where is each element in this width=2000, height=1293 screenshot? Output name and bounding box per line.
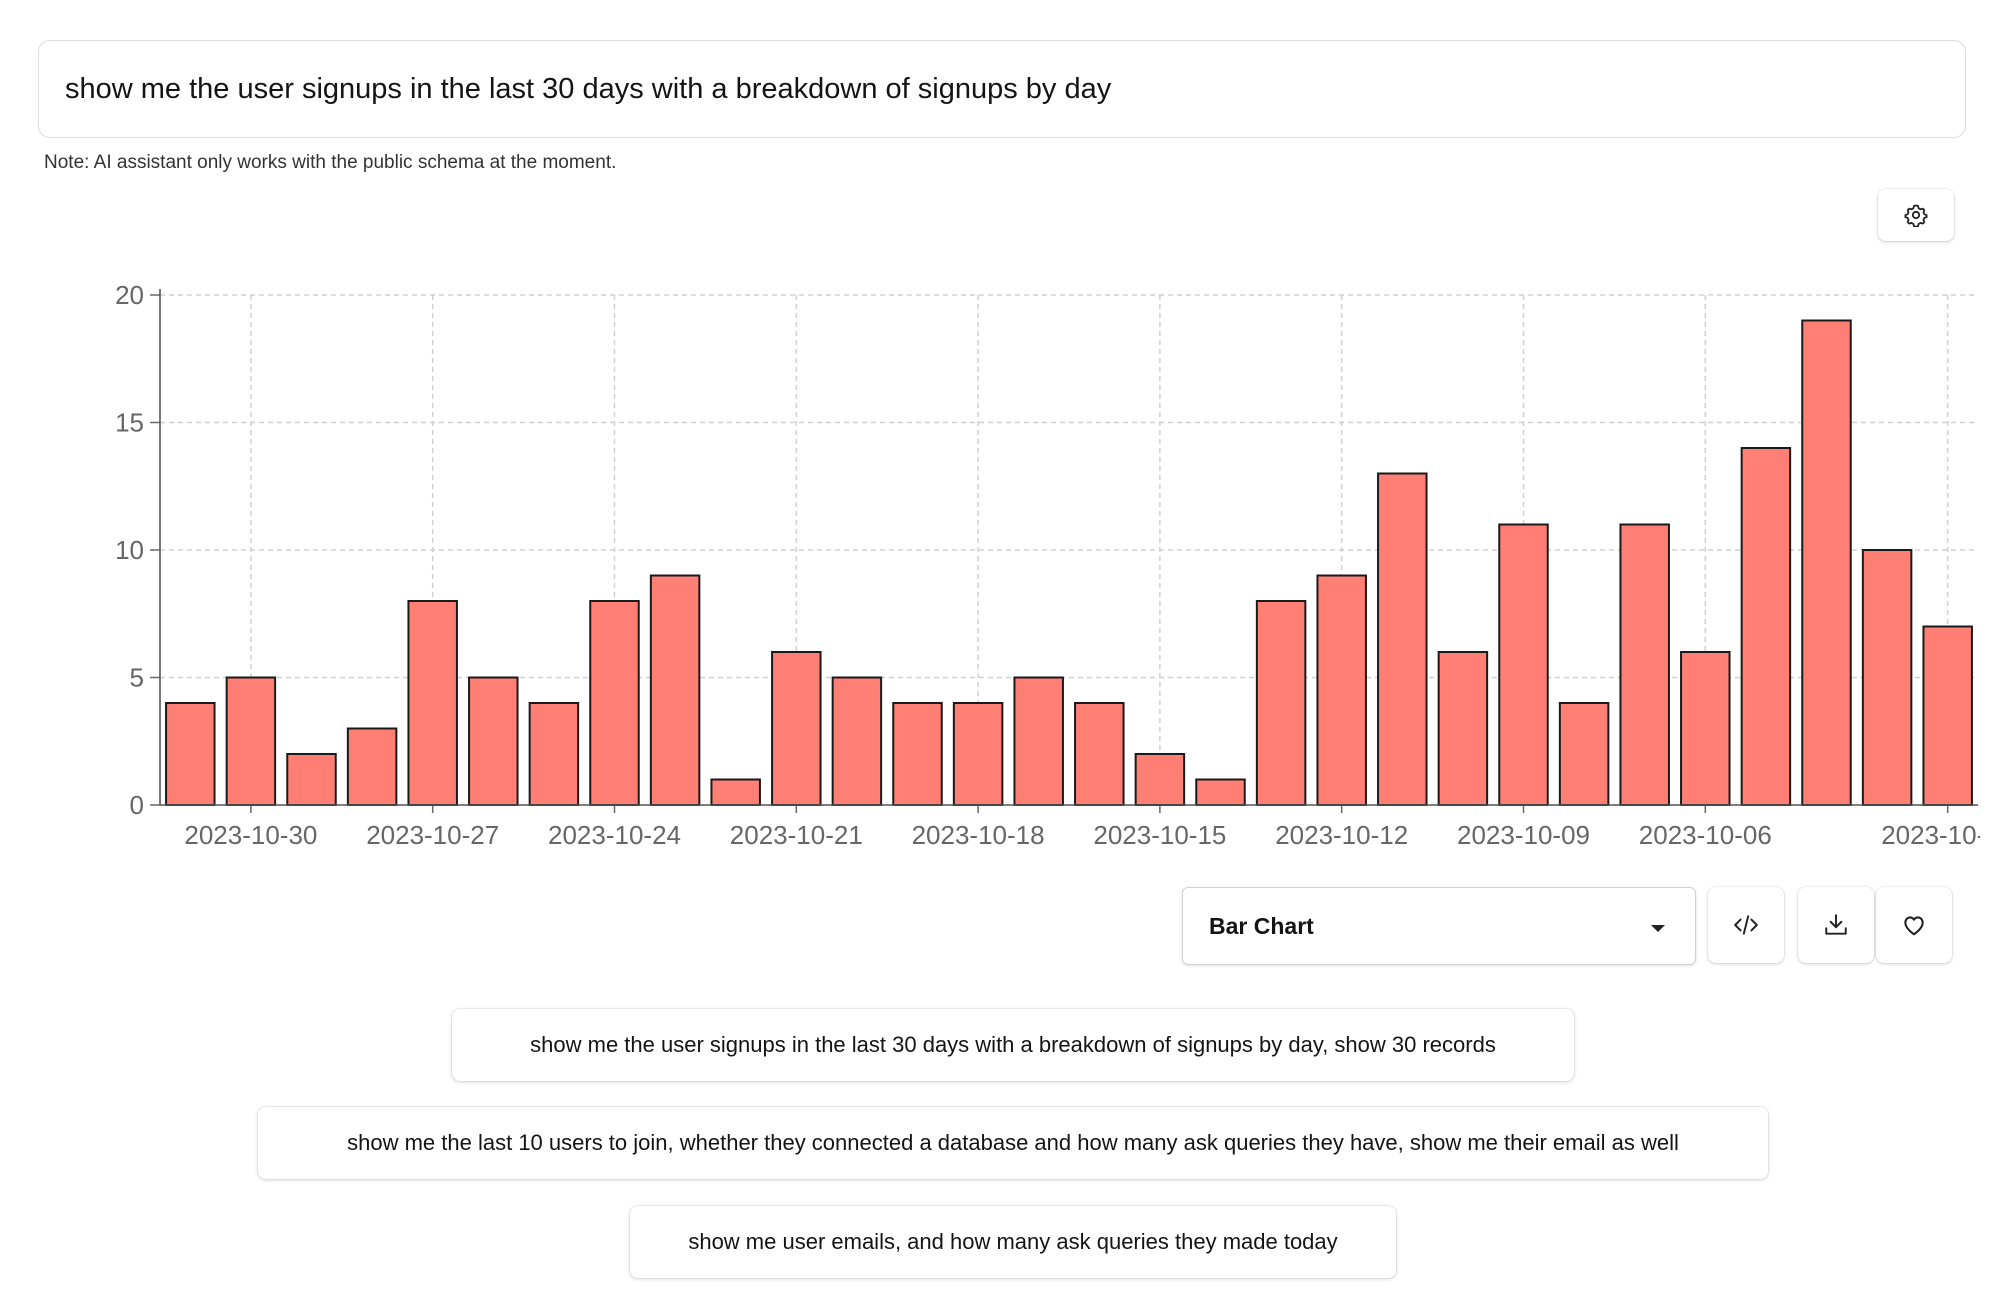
code-icon [1734, 915, 1758, 935]
y-tick-label: 5 [130, 663, 144, 693]
x-tick-label: 2023-10-30 [184, 820, 317, 850]
bar-2023-10-04 [1801, 319, 1852, 806]
x-tick-label: 2023-10-18 [912, 820, 1045, 850]
bar-2023-10-03 [1861, 549, 1913, 806]
bar-2023-10-31 [165, 702, 216, 806]
query-input[interactable]: show me the user signups in the last 30 … [38, 40, 1966, 138]
bar-2023-10-27 [407, 600, 458, 806]
y-tick-label: 15 [115, 408, 144, 438]
bar-2023-10-24 [589, 600, 640, 806]
y-tick-label: 0 [130, 790, 144, 820]
download-button[interactable] [1798, 887, 1874, 963]
chart-type-value: Bar Chart [1209, 912, 1314, 939]
bar-2023-10-13 [1255, 600, 1307, 806]
bar-2023-10-23 [649, 574, 701, 806]
suggestion-chip[interactable]: show me user emails, and how many ask qu… [630, 1206, 1396, 1278]
bar-2023-10-10 [1437, 651, 1489, 806]
heart-icon [1904, 916, 1924, 936]
bar-2023-10-29 [286, 753, 337, 806]
download-icon [1825, 914, 1847, 935]
bar-2023-10-19 [892, 702, 943, 806]
favorite-button[interactable] [1876, 887, 1952, 963]
x-tick-label: 2023-10-21 [730, 820, 863, 850]
x-tick-label: 2023-10-09 [1457, 820, 1590, 850]
suggestion-text: show me the user signups in the last 30 … [530, 1032, 1496, 1057]
bar-2023-10-22 [710, 778, 761, 806]
suggestion-text: show me the last 10 users to join, wheth… [347, 1130, 1679, 1155]
bar-2023-10-06 [1680, 651, 1731, 806]
signups-bar-chart: 0 5 10 15 20 2023-10-30 2023-10-27 2023-10-24 20… [80, 270, 1980, 850]
bar-2023-10-08 [1558, 702, 1610, 806]
bar-2023-10-14 [1195, 778, 1246, 806]
bar-2023-10-28 [346, 727, 398, 806]
bar-2023-10-30 [225, 676, 277, 806]
view-code-button[interactable] [1708, 887, 1784, 963]
x-tick-label: 2023-10-02 [1881, 820, 1980, 850]
bar-2023-10-16 [1074, 702, 1125, 806]
bar-2023-10-05 [1740, 447, 1792, 806]
suggestion-chip[interactable]: show me the user signups in the last 30 … [452, 1009, 1574, 1081]
bar-2023-10-15 [1134, 753, 1186, 806]
schema-note: Note: AI assistant only works with the p… [44, 152, 617, 173]
x-tick-label: 2023-10-24 [548, 820, 681, 850]
gear-icon [1904, 204, 1928, 227]
y-tick-label: 10 [115, 535, 144, 565]
bar-2023-10-25 [528, 702, 580, 806]
bar-2023-10-26 [468, 676, 519, 806]
chart-type-select[interactable]: Bar Chart [1182, 887, 1696, 965]
x-tick-label: 2023-10-15 [1093, 820, 1226, 850]
bar-2023-10-09 [1498, 523, 1549, 806]
bar-2023-10-18 [952, 702, 1004, 806]
suggestion-text: show me user emails, and how many ask qu… [688, 1229, 1338, 1254]
settings-button[interactable] [1878, 189, 1954, 241]
suggestion-chip[interactable]: show me the last 10 users to join, wheth… [258, 1107, 1768, 1179]
bar-2023-10-21 [771, 651, 822, 806]
x-tick-label: 2023-10-27 [366, 820, 499, 850]
bar-2023-10-11 [1377, 472, 1428, 806]
query-text: show me the user signups in the last 30 … [65, 72, 1112, 105]
bar-2023-10-07 [1619, 523, 1670, 806]
y-tick-label: 20 [115, 280, 144, 310]
bar-2023-10-20 [831, 676, 883, 806]
caret-down-icon [1651, 924, 1665, 932]
bar-2023-10-12 [1316, 574, 1367, 806]
bar-2023-10-02 [1922, 625, 1973, 806]
x-tick-label: 2023-10-12 [1275, 820, 1408, 850]
bar-2023-10-17 [1013, 676, 1064, 806]
x-tick-label: 2023-10-06 [1639, 820, 1772, 850]
